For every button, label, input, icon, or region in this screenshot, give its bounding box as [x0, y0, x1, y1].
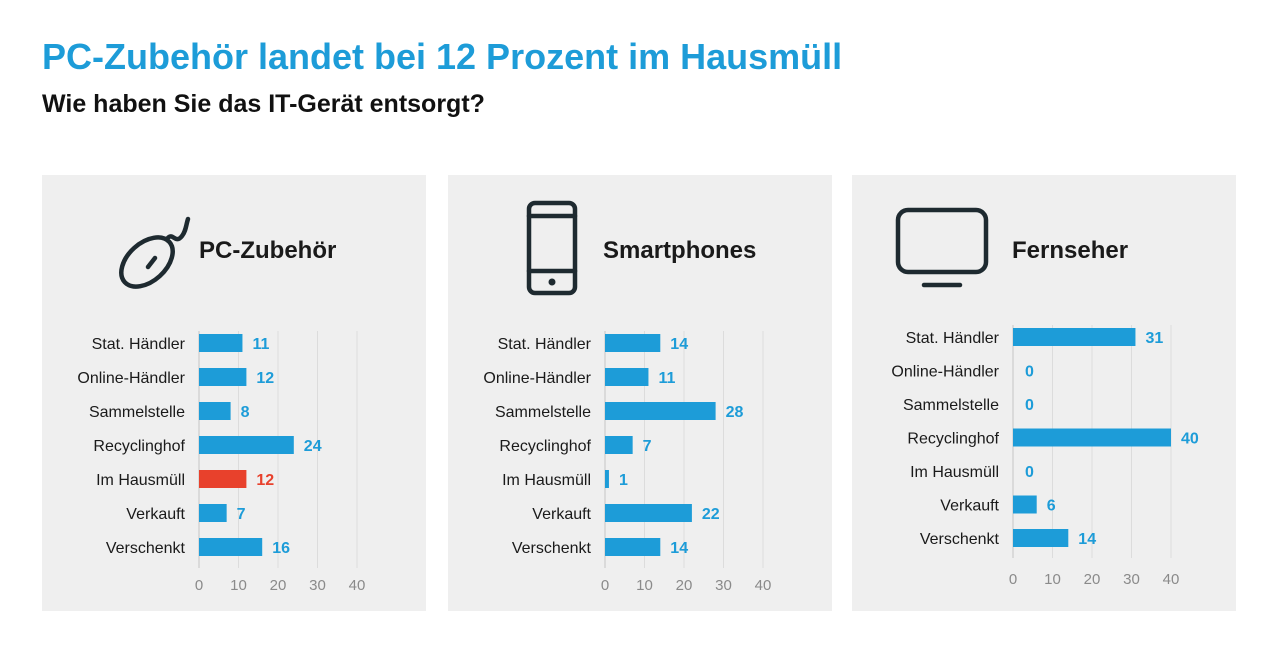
category-label: Online-Händler	[77, 370, 185, 387]
value-label: 0	[1025, 464, 1034, 481]
bar	[1013, 328, 1136, 346]
category-label: Stat. Händler	[498, 336, 592, 353]
value-label: 1	[619, 472, 628, 489]
panel-title: Smartphones	[603, 237, 757, 264]
value-label: 11	[252, 336, 269, 353]
value-label: 28	[726, 404, 744, 421]
value-label: 7	[237, 506, 246, 523]
bar	[605, 538, 661, 556]
x-tick-label: 40	[1163, 571, 1180, 588]
category-label: Sammelstelle	[89, 404, 185, 421]
value-label: 14	[670, 540, 688, 557]
value-label: 12	[256, 472, 274, 489]
x-tick-label: 20	[270, 577, 287, 594]
chart-panel-fernseher: Fernseher Stat. Händler 31 Online-Händler 0…	[852, 175, 1236, 611]
category-label: Recyclinghof	[907, 431, 999, 448]
category-label: Sammelstelle	[903, 397, 999, 414]
bar	[199, 436, 294, 454]
value-label: 14	[1078, 531, 1096, 548]
bar	[605, 470, 609, 488]
value-label: 0	[1025, 364, 1034, 381]
bar	[605, 368, 649, 386]
x-tick-label: 0	[601, 577, 609, 594]
page-subtitle: Wie haben Sie das IT-Gerät entsorgt?	[42, 90, 485, 118]
television-icon	[895, 207, 989, 288]
x-tick-label: 10	[1044, 571, 1061, 588]
bar-chart-pc-zubehoer: Stat. Händler 11 Online-Händler 12 Sammelste…	[77, 331, 366, 594]
category-label: Verkauft	[532, 506, 591, 523]
chart-panel-pc-zubehoer: PC-Zubehör Stat. Händler 11 Online-Händler…	[42, 175, 426, 611]
category-label: Recyclinghof	[93, 438, 185, 455]
x-tick-label: 30	[715, 577, 732, 594]
category-label: Online-Händler	[891, 364, 999, 381]
bar-chart-fernseher: Stat. Händler 31 Online-Händler 0 Sammelstel…	[891, 325, 1199, 588]
value-label: 40	[1181, 431, 1199, 448]
x-tick-label: 0	[195, 577, 203, 594]
bar	[1013, 495, 1037, 514]
bar	[1013, 529, 1069, 547]
x-tick-label: 30	[309, 577, 326, 594]
bar	[605, 504, 692, 522]
bar	[199, 538, 263, 556]
bar	[199, 402, 231, 420]
bar-chart-smartphones: Stat. Händler 14 Online-Händler 11 Sammelste…	[483, 331, 772, 594]
category-label: Verkauft	[126, 506, 185, 523]
x-tick-label: 20	[1084, 571, 1101, 588]
bar	[605, 334, 661, 352]
category-label: Sammelstelle	[495, 404, 591, 421]
bar	[605, 436, 633, 454]
bar	[199, 470, 247, 488]
value-label: 14	[670, 336, 688, 353]
category-label: Stat. Händler	[906, 330, 1000, 347]
value-label: 16	[272, 540, 290, 557]
page-title: PC-Zubehör landet bei 12 Prozent im Haus…	[42, 36, 843, 77]
value-label: 31	[1145, 330, 1163, 347]
category-label: Im Hausmüll	[910, 464, 999, 481]
value-label: 8	[241, 404, 250, 421]
x-tick-label: 10	[230, 577, 247, 594]
category-label: Stat. Händler	[92, 336, 186, 353]
bar	[605, 402, 716, 420]
value-label: 11	[658, 370, 675, 387]
category-label: Verschenkt	[512, 540, 592, 557]
category-label: Online-Händler	[483, 370, 591, 387]
bar	[199, 368, 247, 386]
x-tick-label: 20	[676, 577, 693, 594]
bar	[1013, 428, 1171, 447]
value-label: 24	[304, 438, 322, 455]
category-label: Im Hausmüll	[502, 472, 591, 489]
panel-title: PC-Zubehör	[199, 237, 337, 264]
x-tick-label: 40	[349, 577, 366, 594]
category-label: Verschenkt	[920, 531, 1000, 548]
bar	[199, 334, 243, 352]
chart-panel-smartphones: Smartphones Stat. Händler 14 Online-Händle…	[448, 175, 832, 611]
x-tick-label: 0	[1009, 571, 1017, 588]
value-label: 0	[1025, 397, 1034, 414]
x-tick-label: 10	[636, 577, 653, 594]
bar	[199, 504, 227, 522]
category-label: Im Hausmüll	[96, 472, 185, 489]
category-label: Verschenkt	[106, 540, 186, 557]
smartphone-icon	[526, 200, 578, 296]
value-label: 7	[643, 438, 652, 455]
value-label: 6	[1047, 498, 1056, 515]
x-tick-label: 40	[755, 577, 772, 594]
panel-title: Fernseher	[1012, 237, 1129, 264]
category-label: Recyclinghof	[499, 438, 591, 455]
x-tick-label: 30	[1123, 571, 1140, 588]
category-label: Verkauft	[940, 498, 999, 515]
value-label: 22	[702, 506, 720, 523]
value-label: 12	[256, 370, 274, 387]
computer-mouse-icon	[119, 216, 191, 289]
